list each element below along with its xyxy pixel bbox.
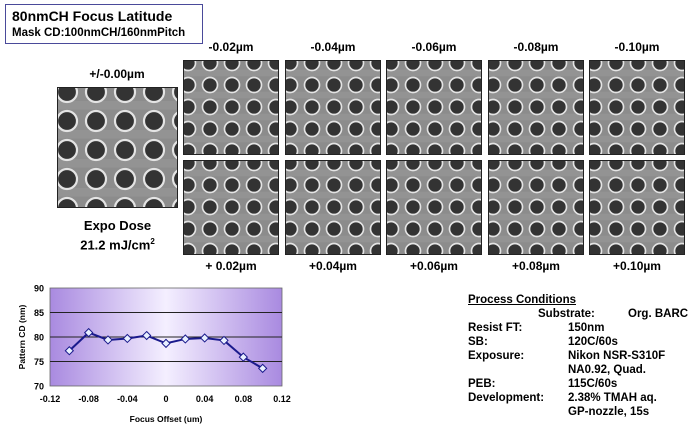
sem-image-bottom-1 — [183, 160, 279, 255]
sem-image-top-5 — [589, 60, 685, 155]
substrate-value: Org. BARC — [628, 308, 689, 320]
process-row: Resist FT: 150nm — [468, 321, 698, 335]
sem-image-bottom-5 — [589, 160, 685, 255]
process-value: GP-nozzle, 15s — [568, 406, 650, 418]
x-axis-title: Focus Offset (um) — [130, 414, 203, 424]
y-tick-label: 70 — [34, 382, 44, 392]
sem-image-top-2 — [285, 60, 381, 155]
process-conditions: Process Conditions Substrate: Org. BARC … — [468, 293, 698, 419]
y-tick-label: 85 — [34, 308, 44, 318]
x-tick-label: 0.08 — [235, 394, 253, 404]
title-box: 80nmCH Focus Latitude Mask CD:100nmCH/16… — [5, 4, 203, 44]
focus-label-bottom-5: +0.10µm — [613, 259, 661, 273]
sem-image-bottom-4 — [488, 160, 584, 255]
data-point — [64, 346, 75, 356]
x-tick-label: -0.04 — [117, 394, 138, 404]
sem-image-best-focus — [57, 87, 178, 208]
y-tick-label: 75 — [34, 357, 44, 367]
focus-label-bottom-3: +0.06µm — [410, 259, 458, 273]
process-value: 2.38% TMAH aq. — [568, 392, 657, 404]
process-row: SB: 120C/60s — [468, 335, 698, 349]
process-label: Exposure: — [468, 350, 525, 362]
data-point — [83, 327, 94, 338]
data-point — [199, 333, 210, 343]
x-tick-label: -0.08 — [78, 394, 99, 404]
focus-label-bottom-2: +0.04µm — [309, 259, 357, 273]
x-tick-label: 0 — [163, 394, 168, 404]
y-tick-label: 80 — [34, 333, 44, 343]
sem-image-top-4 — [488, 60, 584, 155]
focus-label-bottom-4: +0.08µm — [512, 259, 560, 273]
focus-label-top-1: -0.02µm — [208, 40, 254, 54]
sem-image-top-3 — [386, 60, 482, 155]
process-value: Nikon NSR-S310F — [568, 350, 666, 362]
focus-label-top-2: -0.04µm — [310, 40, 356, 54]
data-point — [161, 338, 171, 349]
y-tick-label: 90 — [34, 284, 44, 294]
focus-label-top-4: -0.08µm — [513, 40, 559, 54]
process-value: 120C/60s — [568, 336, 618, 348]
process-row: PEB: 115C/60s — [468, 377, 698, 391]
x-tick-label: 0.04 — [196, 394, 214, 404]
center-label: +/-0.00µm — [89, 67, 145, 81]
y-axis-title: Pattern CD (nm) — [17, 304, 27, 369]
substrate-label: Substrate: — [538, 308, 595, 320]
data-point — [141, 330, 152, 341]
process-value: NA0.92, Quad. — [568, 364, 646, 376]
data-point — [257, 363, 268, 374]
process-heading: Process Conditions — [468, 294, 576, 306]
sem-image-bottom-3 — [386, 160, 482, 255]
subtitle: Mask CD:100nmCH/160nmPitch — [12, 27, 186, 39]
dose-label: Expo Dose — [83, 218, 152, 233]
data-point — [103, 335, 113, 345]
process-label: Resist FT: — [468, 322, 523, 334]
process-label: PEB: — [468, 378, 496, 390]
process-row: GP-nozzle, 15s — [468, 405, 698, 419]
process-row: Development: 2.38% TMAH aq. — [468, 391, 698, 405]
title: 80nmCH Focus Latitude — [12, 8, 173, 24]
focus-label-top-5: -0.10µm — [614, 40, 660, 54]
data-point — [219, 335, 229, 346]
process-label: Development: — [468, 392, 545, 404]
process-value: 115C/60s — [568, 378, 618, 390]
data-point — [180, 334, 191, 344]
focus-label-bottom-1: + 0.02µm — [205, 259, 257, 273]
process-row: NA0.92, Quad. — [468, 363, 698, 377]
sem-image-top-1 — [183, 60, 279, 155]
dose-info: Expo Dose 21.2 mJ/cm2 — [57, 218, 178, 253]
process-value: 150nm — [568, 322, 605, 334]
sem-image-bottom-2 — [285, 160, 381, 255]
data-point — [238, 352, 249, 362]
focus-cd-chart: 70 75 80 85 90 -0.12 -0.08 -0.04 0 0.04 0.08 0.12 Fo… — [17, 284, 291, 425]
x-tick-label: -0.12 — [40, 394, 61, 404]
x-tick-label: 0.12 — [273, 394, 291, 404]
process-row: Exposure: Nikon NSR-S310F — [468, 349, 698, 363]
data-point — [122, 333, 133, 344]
process-label: SB: — [468, 336, 488, 348]
focus-label-top-3: -0.06µm — [411, 40, 457, 54]
dose-value: 21.2 mJ/cm2 — [80, 237, 155, 253]
